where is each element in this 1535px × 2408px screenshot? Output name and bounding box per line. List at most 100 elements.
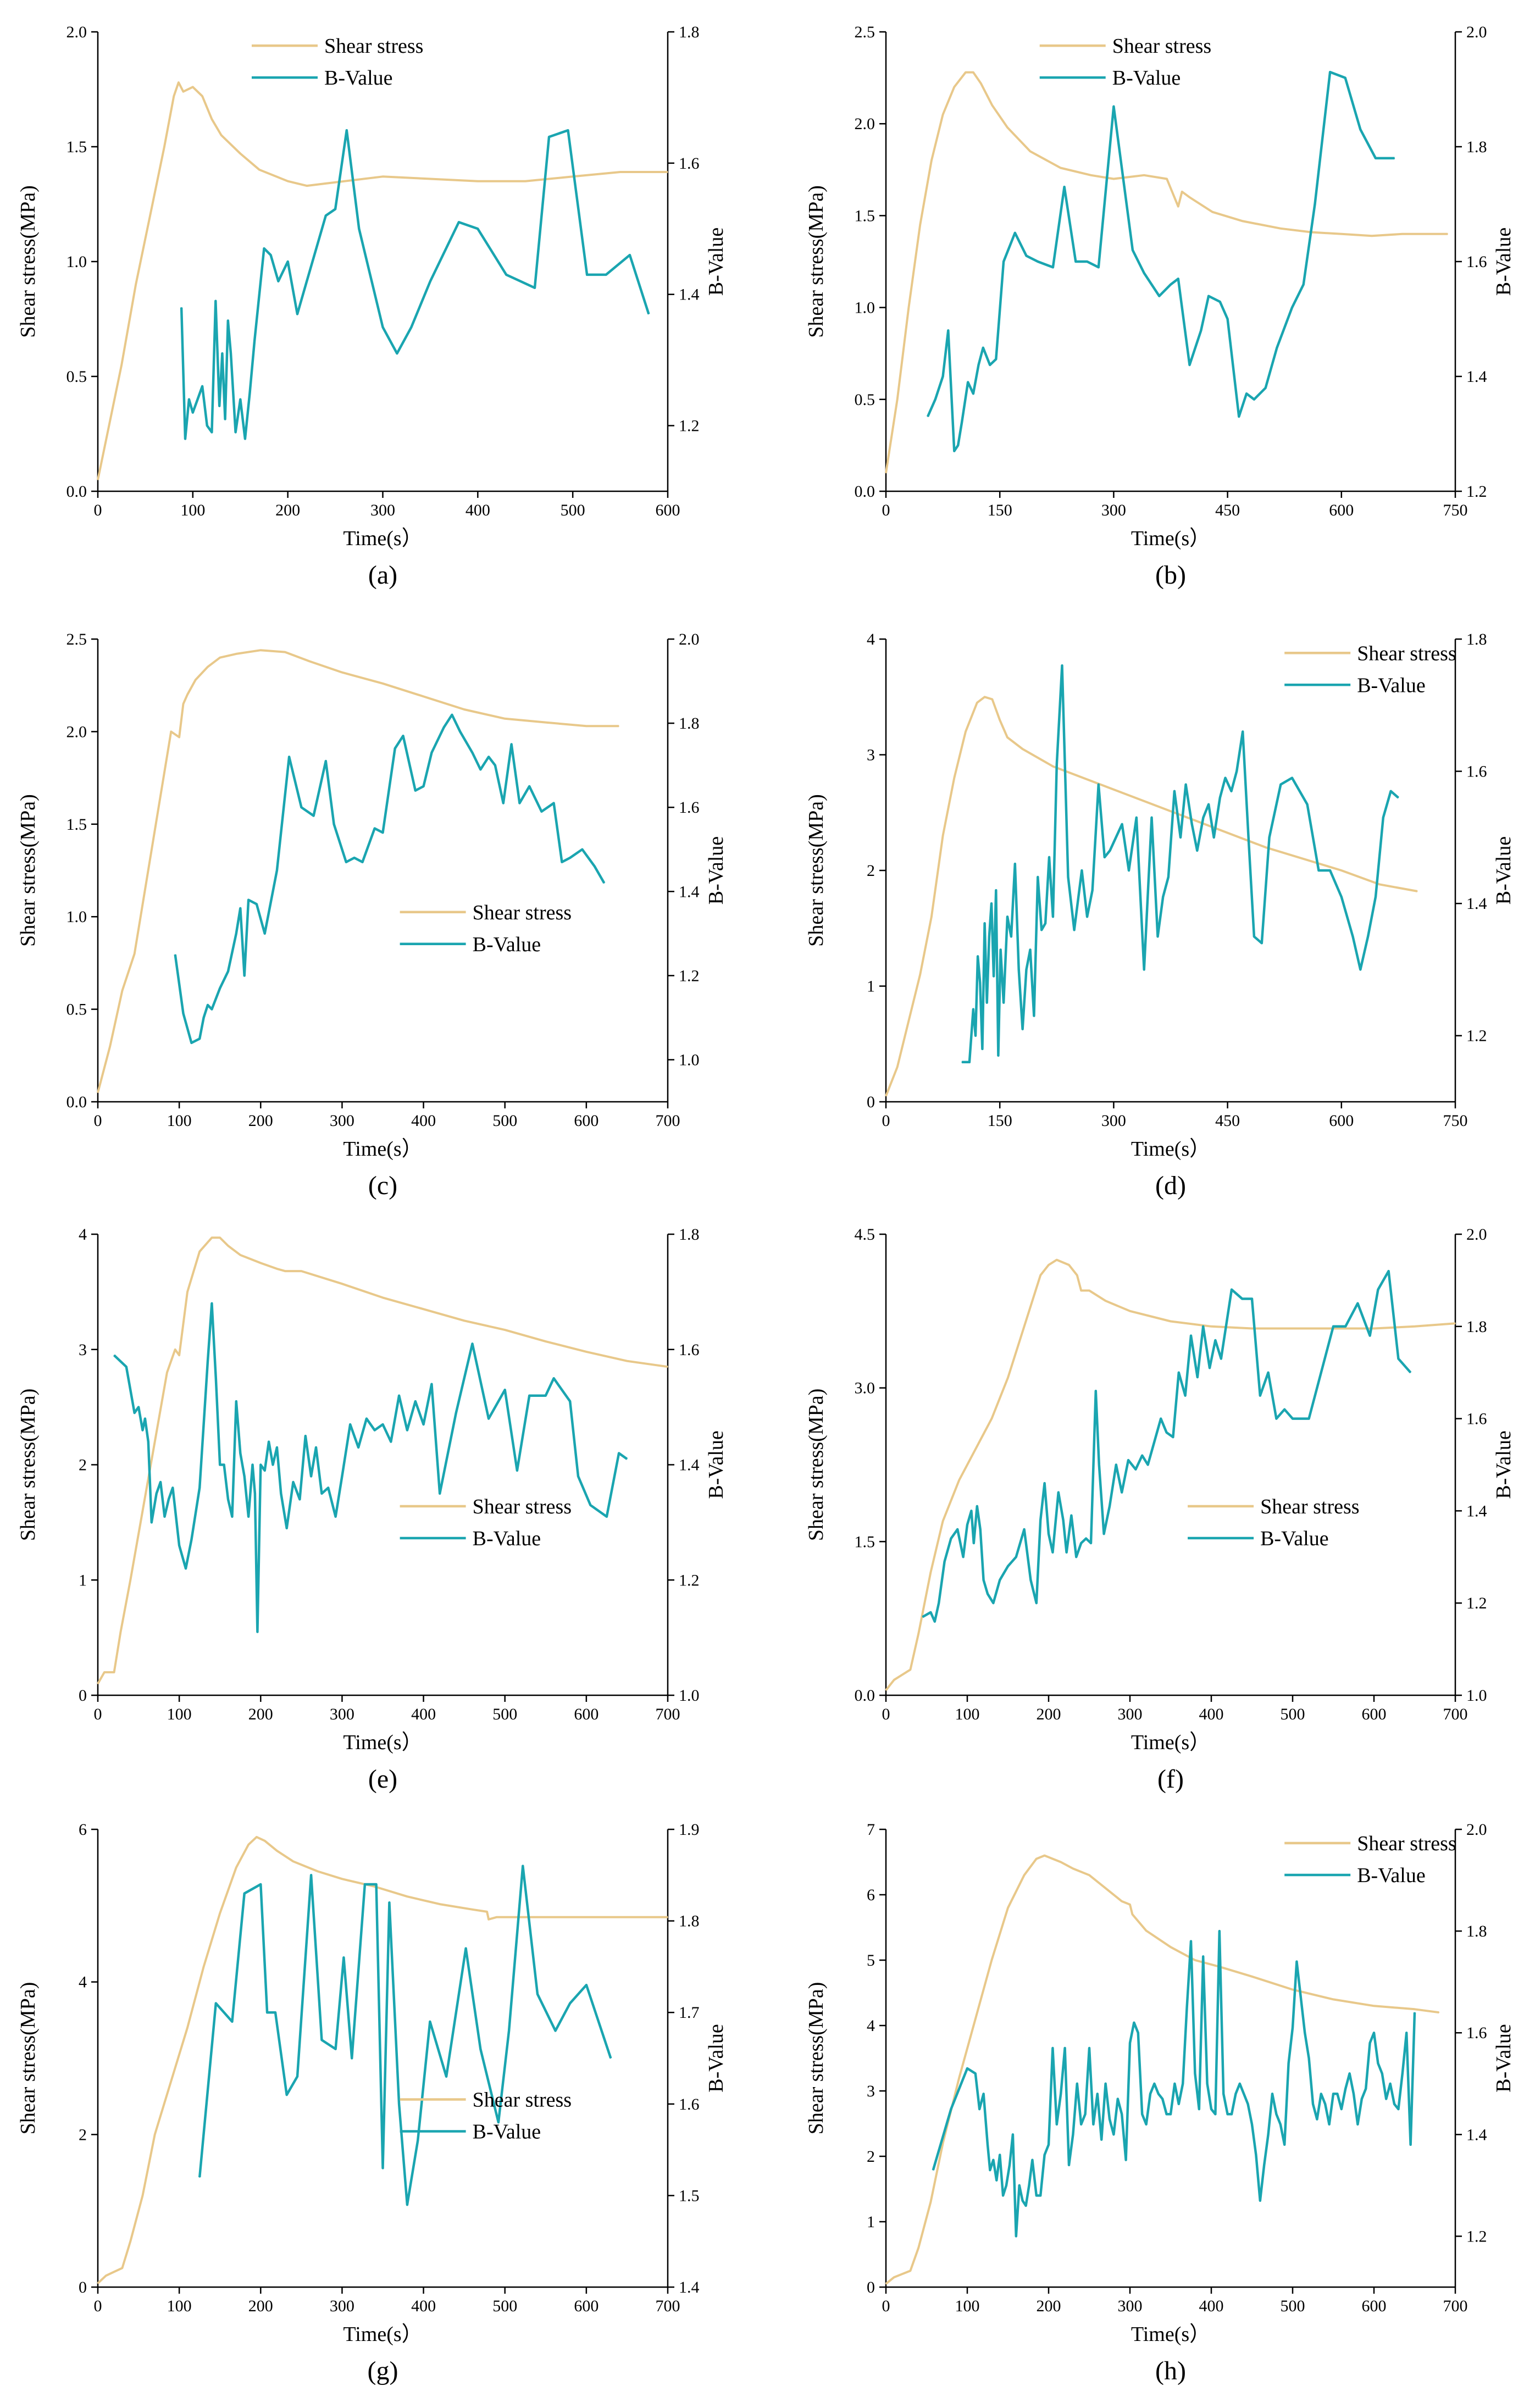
b-value-point (472, 752, 473, 753)
y-axis-left-label: Shear stress(MPa) (805, 185, 828, 338)
b-value-point (967, 1524, 968, 1525)
b-value-point (1052, 2048, 1054, 2049)
shear-stress-point (525, 180, 526, 182)
shear-stress-point (220, 135, 222, 136)
b-value-point (1254, 936, 1255, 937)
shear-stress-point (256, 1836, 257, 1838)
b-value-point (260, 1884, 262, 1885)
x-tick-label: 100 (955, 2297, 980, 2315)
b-value-point (1007, 916, 1008, 917)
y-right-tick-label: 2.0 (1466, 23, 1487, 41)
b-value-point (1206, 2083, 1208, 2084)
b-value-point (1189, 364, 1190, 365)
y-right-tick-label: 1.6 (1466, 763, 1487, 781)
shear-stress-point (382, 176, 384, 177)
b-value-point (1022, 2200, 1023, 2201)
b-value-point (1026, 969, 1027, 970)
y-axis-left-label: Shear stress(MPa) (16, 794, 40, 947)
b-value-point (179, 1545, 180, 1546)
b-value-point (1036, 1602, 1037, 1604)
x-axis-label: Time(s） (1131, 527, 1210, 550)
shear-stress-point (1089, 1290, 1090, 1291)
b-value-point (995, 890, 997, 891)
x-tick-label: 600 (574, 1705, 599, 1723)
y-left-tick-label: 2.0 (67, 23, 87, 41)
b-value-point (231, 1516, 233, 1517)
b-value-point (156, 1493, 157, 1494)
b-value-point (1209, 1367, 1210, 1369)
x-tick-label: 200 (248, 1112, 273, 1130)
b-value-point (1221, 1358, 1222, 1360)
shear-stress-point (667, 1366, 668, 1367)
b-value-point (1300, 1996, 1301, 1998)
shear-stress-point (113, 1672, 115, 1673)
b-value-point (382, 832, 384, 833)
shear-stress-point (977, 702, 978, 703)
shear-stress-point (276, 1268, 278, 1269)
b-value-point (465, 1948, 467, 1949)
y-right-tick-label: 1.0 (679, 1686, 700, 1705)
b-value-point (1018, 969, 1019, 970)
b-value-point (1389, 2083, 1391, 2084)
x-tick-label: 100 (180, 501, 205, 519)
y-left-tick-label: 1.5 (67, 815, 87, 834)
x-tick-label: 450 (1215, 1112, 1240, 1130)
y-axis-left-label: Shear stress(MPa) (16, 185, 40, 338)
x-axis-label: Time(s） (343, 1731, 422, 1754)
b-value-series-line (174, 713, 606, 1045)
b-value-point (1098, 784, 1099, 785)
b-value-point (1090, 1543, 1091, 1544)
b-value-point (1022, 1028, 1023, 1030)
shear-stress-series-line (97, 649, 619, 1093)
b-value-point (1132, 249, 1133, 251)
shear-stress-point (586, 1351, 587, 1352)
shear-stress-point (1145, 1930, 1147, 1932)
b-value-point (1360, 129, 1361, 130)
y-left-tick-label: 7 (867, 1821, 875, 1839)
b-value-point (1023, 1529, 1025, 1530)
b-value-point (390, 1441, 392, 1442)
b-value-point (1138, 2032, 1139, 2033)
y-right-tick-label: 1.9 (679, 1821, 700, 1839)
b-value-point (189, 399, 190, 400)
b-value-point (1037, 261, 1039, 262)
b-value-point (1041, 929, 1042, 931)
shear-stress-point (1068, 1264, 1069, 1266)
shear-stress-series-line (885, 1258, 1456, 1691)
y-left-tick-label: 2 (79, 1456, 87, 1474)
b-value-point (240, 1452, 241, 1454)
b-value-point (394, 748, 396, 749)
shear-stress-point (1211, 1326, 1212, 1327)
shear-stress-point (942, 114, 944, 115)
x-tick-label: 100 (167, 2297, 192, 2315)
shear-stress-point (104, 1672, 105, 1673)
b-value-point (569, 1401, 570, 1402)
b-value-point (333, 824, 335, 825)
b-value-point (429, 2021, 431, 2022)
b-value-point (299, 1499, 301, 1500)
shear-stress-point (885, 472, 886, 474)
b-value-point (1353, 2093, 1354, 2095)
b-value-point (605, 274, 607, 275)
b-value-point (203, 1017, 204, 1018)
b-value-point (1125, 2159, 1127, 2161)
x-axis-label: Time(s） (1131, 1731, 1210, 1754)
shear-stress-point (97, 1683, 98, 1684)
shear-stress-point (1060, 167, 1061, 169)
b-value-point (1168, 876, 1169, 878)
shear-stress-point (423, 696, 424, 697)
shear-stress-point (344, 180, 346, 182)
b-value-point (423, 786, 424, 787)
b-value-point (270, 254, 271, 256)
b-value-point (1349, 2073, 1350, 2074)
b-value-point (207, 1360, 208, 1362)
b-value-point (174, 954, 176, 955)
b-value-point (197, 399, 198, 400)
b-value-point (1406, 2032, 1407, 2033)
b-value-point (950, 2109, 952, 2110)
y-right-tick-label: 1.6 (1466, 253, 1487, 271)
shear-stress-point (942, 2143, 944, 2144)
b-value-point (1133, 2022, 1135, 2023)
shear-stress-point (260, 1262, 262, 1264)
b-value-point (276, 1447, 278, 1448)
